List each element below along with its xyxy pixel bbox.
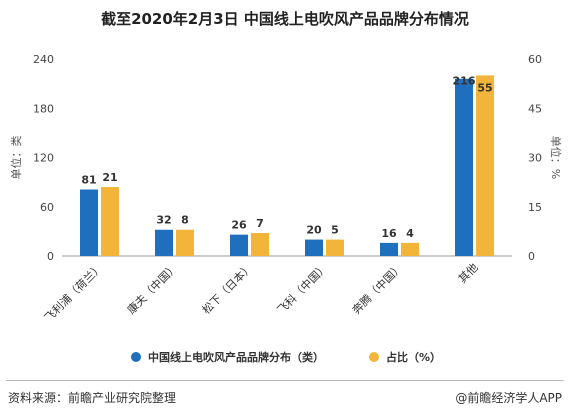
data-label-share: 4 bbox=[406, 227, 414, 240]
data-label-share: 7 bbox=[256, 217, 264, 230]
data-label-count: 216 bbox=[453, 75, 476, 88]
y-tick-label-left: 180 bbox=[33, 102, 54, 115]
y-axis-title-left: 单位：类 bbox=[9, 136, 23, 180]
y-tick-label-right: 15 bbox=[528, 201, 542, 214]
bar-share bbox=[101, 187, 119, 256]
bar-count bbox=[305, 239, 323, 256]
legend-marker-share bbox=[369, 352, 379, 362]
footer-divider bbox=[6, 380, 564, 381]
category-label: 奔腾（中国） bbox=[349, 260, 406, 317]
bar-count bbox=[80, 189, 98, 256]
y-tick-label-left: 0 bbox=[47, 250, 54, 263]
data-label-count: 32 bbox=[156, 214, 171, 227]
category-label: 飞科（中国） bbox=[274, 260, 331, 317]
data-label-count: 20 bbox=[306, 224, 322, 237]
y-tick-label-left: 60 bbox=[40, 201, 54, 214]
bar-count bbox=[155, 229, 173, 256]
data-label-count: 16 bbox=[381, 227, 397, 240]
data-label-count: 26 bbox=[231, 219, 247, 232]
bar-share bbox=[401, 242, 419, 256]
category-label: 其他 bbox=[456, 261, 481, 286]
bar-share bbox=[176, 229, 194, 256]
y-tick-label-right: 0 bbox=[528, 250, 535, 263]
footer: 资料来源：前瞻产业研究院整理 @前瞻经济学人APP bbox=[0, 380, 570, 413]
chart-title: 截至2020年2月3日 中国线上电吹风产品品牌分布情况 bbox=[101, 10, 469, 28]
category-label: 飞利浦（荷兰） bbox=[42, 261, 106, 325]
legend-label-count: 中国线上电吹风产品品牌分布（类） bbox=[148, 350, 324, 364]
y-tick-label-right: 45 bbox=[528, 102, 542, 115]
bar-count bbox=[230, 234, 248, 256]
bars bbox=[80, 75, 494, 257]
category-label: 康夫（中国） bbox=[124, 260, 181, 317]
y-tick-label-left: 120 bbox=[33, 152, 54, 165]
bar-share bbox=[251, 233, 269, 256]
data-label-share: 5 bbox=[331, 224, 339, 237]
legend-label-share: 占比（%） bbox=[386, 350, 441, 364]
y-axis-title-right: 单位：% bbox=[549, 136, 563, 179]
bar-share bbox=[326, 239, 344, 256]
category-label: 松下（日本） bbox=[199, 260, 256, 317]
brand-credit: @前瞻经济学人APP bbox=[455, 391, 562, 405]
data-label-share: 21 bbox=[102, 171, 117, 184]
data-label-count: 81 bbox=[81, 174, 96, 187]
y-tick-label-right: 60 bbox=[528, 53, 542, 66]
data-label-share: 55 bbox=[477, 81, 492, 94]
bar-count bbox=[455, 78, 473, 256]
source-note: 资料来源：前瞻产业研究院整理 bbox=[8, 391, 177, 405]
bar-share bbox=[476, 75, 494, 257]
bar-count bbox=[380, 242, 398, 256]
legend-marker-count bbox=[131, 352, 141, 362]
y-tick-label-left: 240 bbox=[33, 53, 54, 66]
y-tick-label-right: 30 bbox=[528, 152, 542, 165]
data-label-share: 8 bbox=[181, 214, 189, 227]
legend: 中国线上电吹风产品品牌分布（类） 占比（%） bbox=[131, 350, 441, 364]
